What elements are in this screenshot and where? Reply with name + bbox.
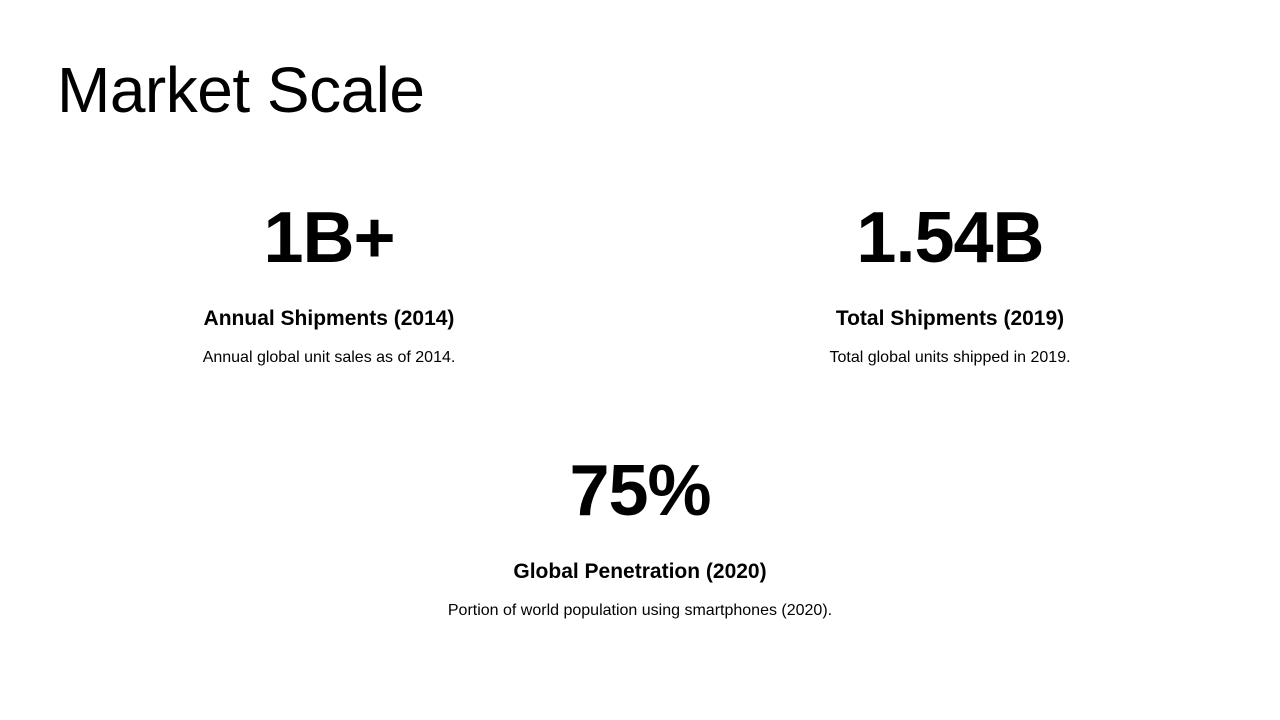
stat-label: Total Shipments (2019) (835, 307, 1065, 330)
stat-description: Annual global unit sales as of 2014. (202, 349, 456, 366)
stat-annual-shipments: 1B+ Annual Shipments (2014) Annual globa… (49, 198, 609, 368)
stat-label: Annual Shipments (2014) (203, 307, 455, 330)
stat-value: 75% (569, 451, 711, 531)
stat-global-penetration: 75% Global Penetration (2020) Portion of… (360, 451, 920, 621)
stat-value: 1B+ (263, 198, 395, 278)
stat-description: Portion of world population using smartp… (447, 602, 833, 619)
slide-title: Market Scale (57, 54, 425, 126)
stat-value: 1.54B (856, 198, 1044, 278)
stat-label: Global Penetration (2020) (513, 560, 767, 583)
stat-total-shipments: 1.54B Total Shipments (2019) Total globa… (670, 198, 1230, 368)
stat-description: Total global units shipped in 2019. (829, 349, 1071, 366)
